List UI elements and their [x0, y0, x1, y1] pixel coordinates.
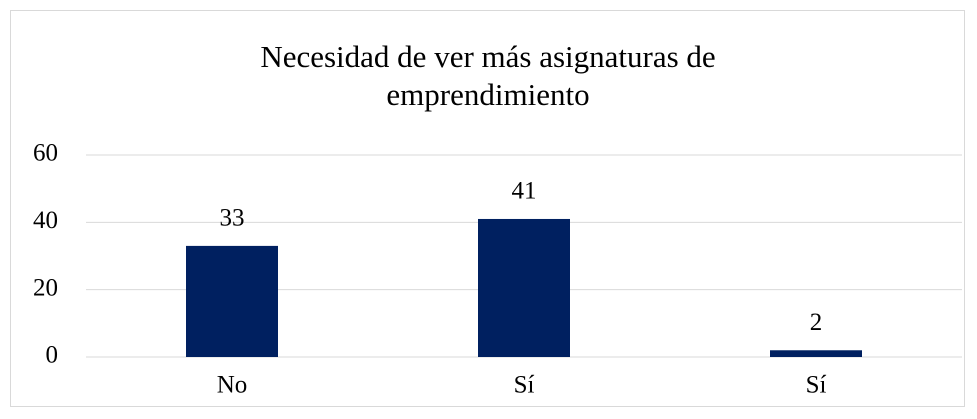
chart-frame	[10, 10, 965, 407]
y-tick-label: 60	[33, 140, 58, 167]
bar	[478, 218, 570, 357]
x-tick-label: Sí	[514, 372, 535, 399]
bar	[770, 350, 862, 357]
x-tick-label: Sí	[806, 372, 827, 399]
y-tick-label: 0	[46, 342, 59, 369]
data-label: 41	[512, 178, 537, 205]
chart-title: Necesidad de ver más asignaturas de empr…	[260, 39, 716, 112]
y-tick-label: 40	[33, 207, 58, 234]
y-tick-label: 20	[33, 274, 58, 301]
bar	[186, 245, 278, 357]
x-tick-label: No	[217, 372, 248, 399]
data-label: 2	[810, 309, 823, 336]
data-label: 33	[220, 205, 245, 232]
